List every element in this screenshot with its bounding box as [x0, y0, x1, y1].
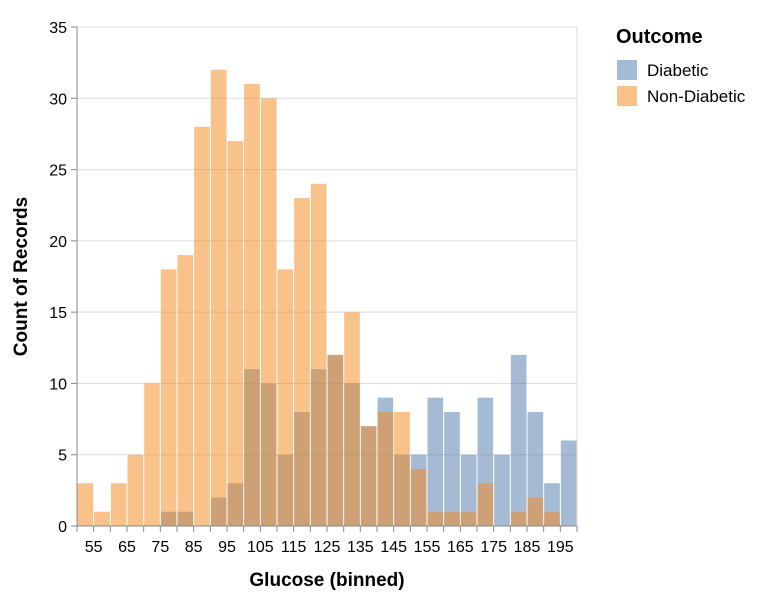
legend-label: Diabetic: [647, 61, 709, 80]
x-tick-label: 195: [547, 539, 574, 556]
bar-non-diabetic: [94, 511, 110, 526]
bar-non-diabetic: [194, 126, 210, 527]
bar-diabetic: [510, 354, 527, 526]
bar-non-diabetic: [444, 511, 460, 526]
bar-non-diabetic: [210, 69, 227, 527]
bar-diabetic: [494, 454, 510, 526]
bar-non-diabetic: [77, 483, 94, 526]
bar-diabetic: [444, 411, 460, 526]
legend: Outcome Diabetic Non-Diabetic: [616, 26, 746, 106]
y-tick-label: 0: [58, 519, 67, 536]
x-axis-title: Glucose (binned): [249, 570, 404, 591]
x-tick-label: 175: [480, 539, 507, 556]
bar-diabetic: [560, 440, 577, 526]
x-tick-label: 165: [447, 539, 474, 556]
bar-non-diabetic: [377, 411, 394, 526]
x-tick-label: 135: [347, 539, 374, 556]
bar-non-diabetic: [244, 84, 260, 527]
bar-non-diabetic: [294, 198, 310, 527]
bar-non-diabetic: [544, 511, 560, 526]
y-tick-label: 15: [49, 305, 67, 322]
y-tick-label: 25: [49, 163, 67, 180]
x-tick-label: 55: [85, 539, 103, 556]
bar-diabetic: [427, 397, 444, 526]
bar-non-diabetic: [327, 354, 344, 526]
x-tick-label: 145: [380, 539, 407, 556]
bar-non-diabetic: [277, 269, 294, 526]
x-tick-label: 95: [218, 539, 236, 556]
legend-swatch: [617, 86, 637, 106]
bar-non-diabetic: [410, 468, 427, 526]
y-tick-label: 20: [49, 234, 67, 251]
bar-non-diabetic: [460, 511, 477, 526]
legend-label: Non-Diabetic: [647, 87, 746, 106]
legend-title: Outcome: [616, 26, 703, 48]
bar-non-diabetic: [260, 98, 277, 527]
bar-non-diabetic: [360, 426, 377, 526]
x-tick-label: 185: [514, 539, 541, 556]
bar-non-diabetic: [227, 141, 244, 527]
bar-non-diabetic: [510, 511, 527, 526]
bar-non-diabetic: [110, 483, 127, 526]
x-tick-label: 125: [314, 539, 341, 556]
x-tick-label: 85: [185, 539, 203, 556]
y-tick-label: 10: [49, 376, 67, 393]
legend-swatch: [617, 60, 637, 80]
bar-non-diabetic: [427, 511, 444, 526]
x-tick-label: 155: [414, 539, 441, 556]
x-tick-label: 105: [247, 539, 274, 556]
bar-non-diabetic: [394, 411, 410, 526]
y-tick-label: 35: [49, 20, 67, 37]
bar-non-diabetic: [344, 312, 360, 526]
x-tick-label: 75: [151, 539, 169, 556]
x-tick-label: 65: [118, 539, 136, 556]
bar-diabetic: [460, 454, 477, 526]
bars: [77, 69, 577, 527]
bar-non-diabetic: [177, 255, 194, 526]
y-axis-title: Count of Records: [11, 197, 32, 356]
bar-non-diabetic: [310, 183, 327, 527]
axes: 0 5 10 15 20 25 30 35 55 65 75 85 95 105 115 125 135 145 1…: [49, 20, 578, 556]
x-tick-label: 115: [281, 539, 307, 556]
bar-non-diabetic: [477, 483, 494, 526]
y-tick-label: 5: [58, 448, 67, 465]
bar-non-diabetic: [127, 454, 144, 526]
bar-non-diabetic: [144, 383, 160, 526]
bar-non-diabetic: [160, 269, 177, 526]
bar-non-diabetic: [527, 497, 544, 526]
y-tick-label: 30: [49, 91, 67, 108]
